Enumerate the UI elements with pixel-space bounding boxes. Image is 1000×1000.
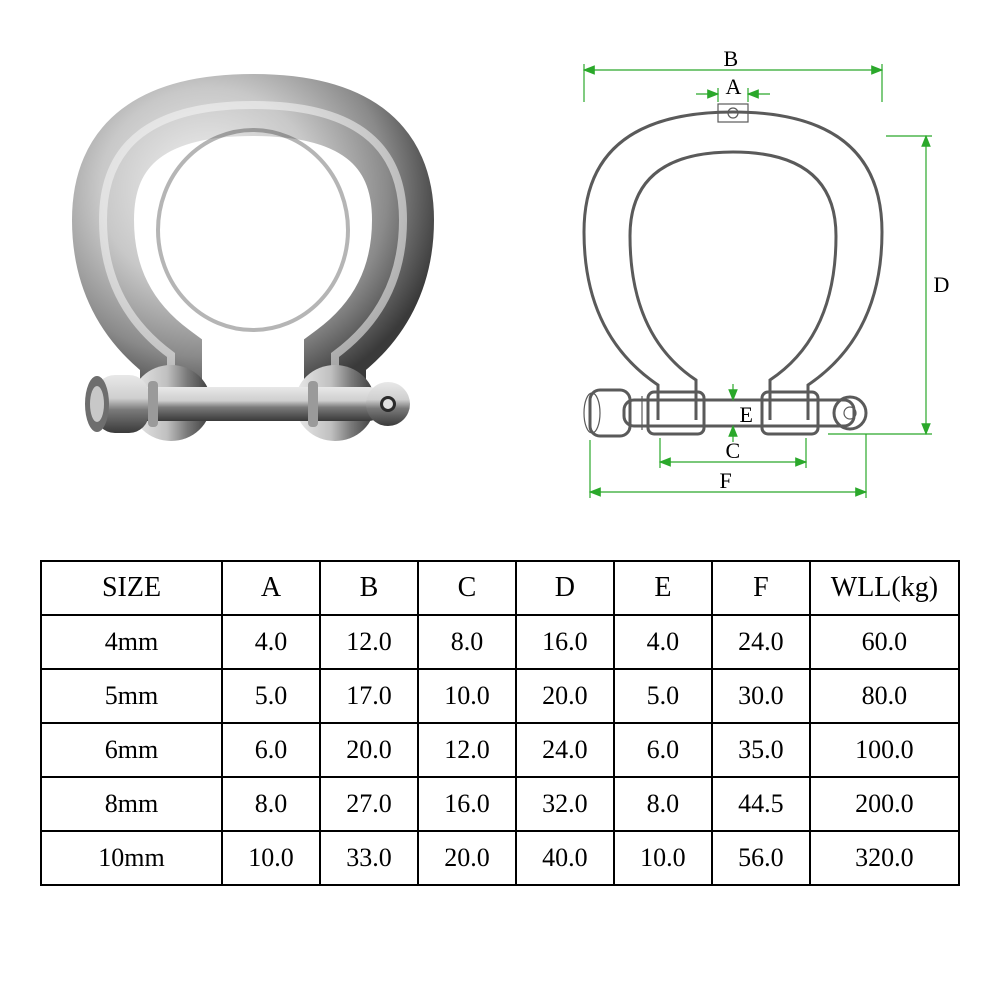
col-size: SIZE <box>41 561 222 615</box>
cell: 8.0 <box>614 777 712 831</box>
cell: 20.0 <box>320 723 418 777</box>
cell: 35.0 <box>712 723 810 777</box>
col-wll: WLL(kg) <box>810 561 959 615</box>
col-d: D <box>516 561 614 615</box>
cell: 5.0 <box>222 669 320 723</box>
cell: 17.0 <box>320 669 418 723</box>
cell: 10.0 <box>418 669 516 723</box>
cell: 100.0 <box>810 723 959 777</box>
spec-table: SIZE A B C D E F WLL(kg) 4mm 4.0 12.0 8.… <box>40 560 960 886</box>
cell: 12.0 <box>320 615 418 669</box>
table-row: 10mm 10.0 33.0 20.0 40.0 10.0 56.0 320.0 <box>41 831 959 885</box>
dim-label-e: E <box>740 402 753 428</box>
cell: 8mm <box>41 777 222 831</box>
dim-label-b: B <box>724 46 739 72</box>
cell: 8.0 <box>418 615 516 669</box>
cell: 16.0 <box>516 615 614 669</box>
col-a: A <box>222 561 320 615</box>
cell: 6.0 <box>222 723 320 777</box>
cell: 12.0 <box>418 723 516 777</box>
dim-label-c: C <box>726 438 741 464</box>
cell: 200.0 <box>810 777 959 831</box>
cell: 27.0 <box>320 777 418 831</box>
cell: 40.0 <box>516 831 614 885</box>
col-f: F <box>712 561 810 615</box>
cell: 6.0 <box>614 723 712 777</box>
cell: 4mm <box>41 615 222 669</box>
cell: 24.0 <box>516 723 614 777</box>
cell: 60.0 <box>810 615 959 669</box>
cell: 16.0 <box>418 777 516 831</box>
cell: 20.0 <box>418 831 516 885</box>
cell: 10.0 <box>614 831 712 885</box>
cell: 5mm <box>41 669 222 723</box>
cell: 33.0 <box>320 831 418 885</box>
cell: 4.0 <box>614 615 712 669</box>
cell: 4.0 <box>222 615 320 669</box>
dim-label-d: D <box>934 272 950 298</box>
table-row: 4mm 4.0 12.0 8.0 16.0 4.0 24.0 60.0 <box>41 615 959 669</box>
cell: 20.0 <box>516 669 614 723</box>
table-row: 8mm 8.0 27.0 16.0 32.0 8.0 44.5 200.0 <box>41 777 959 831</box>
dim-label-a: A <box>726 74 742 100</box>
table-row: 5mm 5.0 17.0 10.0 20.0 5.0 30.0 80.0 <box>41 669 959 723</box>
col-b: B <box>320 561 418 615</box>
cell: 5.0 <box>614 669 712 723</box>
cell: 10mm <box>41 831 222 885</box>
cell: 80.0 <box>810 669 959 723</box>
table-header-row: SIZE A B C D E F WLL(kg) <box>41 561 959 615</box>
cell: 32.0 <box>516 777 614 831</box>
cell: 10.0 <box>222 831 320 885</box>
cell: 6mm <box>41 723 222 777</box>
dim-label-f: F <box>720 468 732 494</box>
shackle-photo <box>43 55 483 505</box>
table-row: 6mm 6.0 20.0 12.0 24.0 6.0 35.0 100.0 <box>41 723 959 777</box>
cell: 320.0 <box>810 831 959 885</box>
col-e: E <box>614 561 712 615</box>
cell: 24.0 <box>712 615 810 669</box>
shackle-diagram: B A D E C F <box>528 40 958 520</box>
cell: 8.0 <box>222 777 320 831</box>
cell: 56.0 <box>712 831 810 885</box>
cell: 30.0 <box>712 669 810 723</box>
col-c: C <box>418 561 516 615</box>
cell: 44.5 <box>712 777 810 831</box>
